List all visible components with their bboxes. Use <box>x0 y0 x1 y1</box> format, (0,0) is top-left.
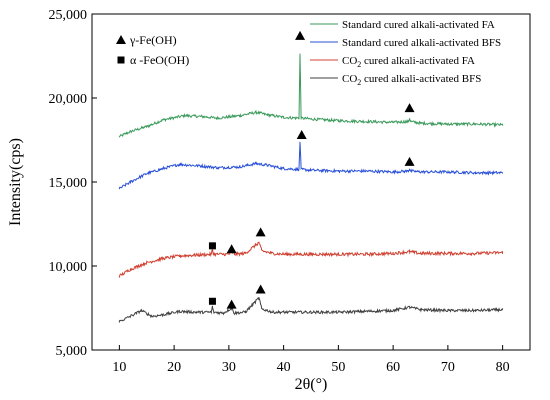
legend-entry-subscript: 2 <box>357 60 361 69</box>
x-tick-label: 80 <box>496 360 510 375</box>
y-tick-label: 25,000 <box>49 8 88 23</box>
peak-triangle-marker <box>255 284 266 294</box>
peak-triangle-marker <box>226 299 237 309</box>
marker-legend-label: α -FeO(OH) <box>130 53 189 67</box>
annotation-layer <box>208 30 415 309</box>
legend-entry: Standard cured alkali-activated BFS <box>342 37 501 49</box>
series-layer <box>118 53 504 323</box>
legend-entry-suffix: cured alkali-activated FA <box>361 55 475 67</box>
peak-square-marker <box>208 297 216 305</box>
x-tick-label: 30 <box>222 360 236 375</box>
legend: Standard cured alkali-activated FA Standa… <box>310 19 501 87</box>
series-line-1 <box>118 53 504 138</box>
x-tick-label: 20 <box>167 360 181 375</box>
legend-entry: CO2 cured alkali-activated FA <box>342 55 475 69</box>
legend-entry-prefix: CO <box>342 73 357 85</box>
series-line-3 <box>118 241 504 278</box>
x-axis-title: 2θ(°) <box>295 376 328 393</box>
x-tick-label: 10 <box>112 360 126 375</box>
series-line-2 <box>118 141 504 190</box>
peak-triangle-marker <box>404 103 415 113</box>
marker-legend-triangle-icon <box>116 35 126 44</box>
legend-entry-suffix: cured alkali-activated BFS <box>361 73 481 85</box>
marker-legend-label: γ-Fe(OH) <box>129 33 177 47</box>
marker-legend-square-icon <box>117 56 125 64</box>
y-tick-label: 15,000 <box>49 176 88 191</box>
y-axis-ticks: 5,000 10,000 15,000 20,000 25,000 <box>49 8 97 359</box>
legend-entry: Standard cured alkali-activated FA <box>342 19 495 31</box>
y-tick-label: 20,000 <box>49 92 88 107</box>
legend-entry-prefix: CO <box>342 55 357 67</box>
y-tick-label: 10,000 <box>49 260 88 275</box>
x-axis-ticks: 10 20 30 40 50 60 70 80 <box>112 345 510 375</box>
x-tick-label: 60 <box>386 360 400 375</box>
x-tick-label: 50 <box>331 360 345 375</box>
peak-triangle-marker <box>404 156 415 166</box>
peak-square-marker <box>208 242 216 250</box>
peak-triangle-marker <box>296 129 307 139</box>
x-tick-label: 70 <box>441 360 455 375</box>
series-line-4 <box>118 297 504 323</box>
peak-triangle-marker <box>226 244 237 254</box>
legend-entry: CO2 cured alkali-activated BFS <box>342 73 481 87</box>
legend-entry-subscript: 2 <box>357 78 361 87</box>
marker-legend: γ-Fe(OH) α -FeO(OH) <box>116 33 189 67</box>
x-tick-label: 40 <box>277 360 291 375</box>
peak-triangle-marker <box>255 227 266 237</box>
y-tick-label: 5,000 <box>56 344 88 359</box>
peak-triangle-marker <box>295 30 306 40</box>
y-axis-title: Intensity(cps) <box>7 138 24 226</box>
